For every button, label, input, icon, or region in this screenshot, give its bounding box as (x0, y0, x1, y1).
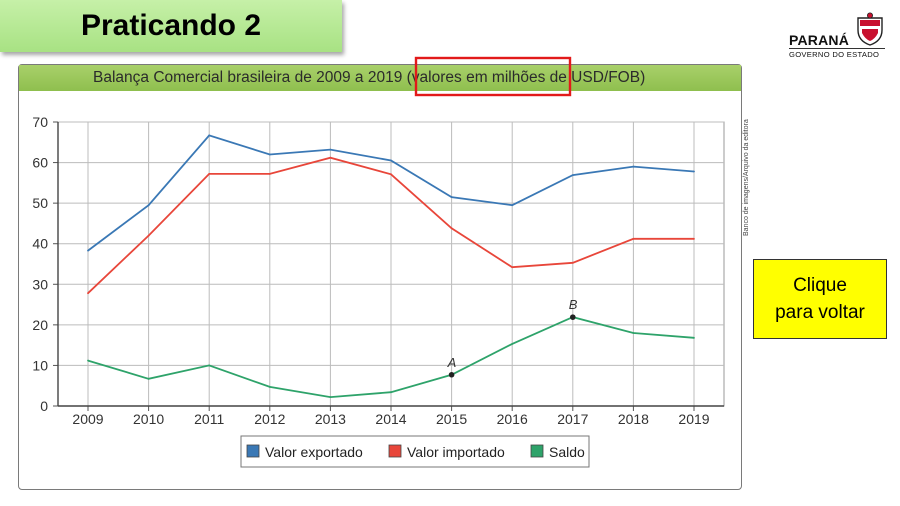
logo-subtitle: GOVERNO DO ESTADO (789, 50, 880, 59)
data-point (147, 377, 150, 380)
data-point (511, 266, 514, 269)
data-point (632, 332, 635, 334)
logo-divider (789, 48, 885, 49)
x-tick-label: 2018 (618, 411, 649, 427)
data-point (268, 153, 271, 156)
x-tick-label: 2014 (375, 411, 406, 427)
annotation-marker-a (448, 371, 455, 378)
data-point (208, 173, 211, 175)
data-point (329, 396, 332, 398)
annotation-marker-b (570, 314, 576, 320)
data-point (87, 292, 89, 295)
legend-swatch-valor-importado (388, 444, 402, 458)
data-point (511, 343, 514, 345)
parana-crest-icon (857, 12, 883, 46)
annotation-label-b: B (569, 297, 578, 312)
data-point (632, 237, 635, 240)
data-point (390, 159, 392, 162)
data-point (632, 165, 635, 168)
x-tick-label: 2009 (72, 411, 103, 427)
data-point (87, 249, 89, 252)
data-point (329, 156, 332, 159)
data-point (450, 196, 453, 198)
data-point (571, 174, 574, 177)
y-tick-label: 60 (32, 155, 48, 171)
y-tick-label: 10 (32, 357, 48, 373)
x-tick-label: 2012 (254, 411, 285, 427)
x-tick-label: 2010 (133, 411, 164, 427)
parana-logo: PARANÁ GOVERNO DO ESTADO (786, 12, 890, 64)
image-credit-text: Banco de imagens/Arquivo da editora (743, 119, 750, 236)
back-button[interactable]: Clique para voltar (753, 259, 887, 339)
data-point (268, 386, 271, 388)
slide-title-box (0, 0, 342, 52)
data-point (147, 204, 150, 207)
data-point (693, 336, 695, 339)
x-tick-label: 2016 (497, 411, 528, 427)
y-tick-label: 70 (32, 114, 48, 130)
image-credit: Banco de imagens/Arquivo da editora (743, 119, 750, 236)
logo-name: PARANÁ (789, 32, 850, 48)
annotation-label-a: A (447, 355, 457, 370)
data-point (511, 204, 514, 207)
data-point (268, 173, 271, 175)
data-point (208, 134, 211, 137)
y-tick-label: 0 (40, 398, 48, 414)
slide-title: Praticando 2 (80, 9, 262, 42)
chart-title-bar (19, 65, 741, 91)
y-tick-label: 20 (32, 317, 48, 333)
highlight-box (414, 56, 572, 97)
back-button-line1: Clique (793, 275, 847, 296)
legend-label: Saldo (549, 444, 585, 460)
chart-panel: Balança Comercial brasileira de 2009 a 2… (18, 64, 742, 490)
x-tick-label: 2013 (315, 411, 346, 427)
data-point (450, 227, 453, 230)
legend-label: Valor exportado (265, 444, 363, 460)
x-tick-label: 2019 (678, 411, 709, 427)
y-tick-label: 30 (32, 276, 48, 292)
data-point (571, 261, 574, 264)
back-button-line2: para voltar (775, 302, 865, 323)
y-tick-label: 50 (32, 195, 48, 211)
data-point (390, 391, 392, 394)
data-point (693, 237, 695, 240)
x-tick-label: 2015 (436, 411, 467, 427)
x-tick-label: 2017 (557, 411, 588, 427)
data-point (87, 359, 89, 362)
x-tick-label: 2011 (194, 411, 224, 427)
data-point (147, 234, 150, 237)
data-point (390, 173, 392, 176)
chart-title: Balança Comercial brasileira de 2009 a 2… (93, 69, 646, 86)
legend-swatch-valor-exportado (246, 444, 260, 458)
y-tick-label: 40 (32, 236, 48, 252)
legend-label: Valor importado (407, 444, 505, 460)
data-point (208, 364, 211, 367)
legend-swatch-saldo (530, 444, 544, 458)
data-point (329, 148, 332, 151)
data-point (693, 170, 695, 173)
